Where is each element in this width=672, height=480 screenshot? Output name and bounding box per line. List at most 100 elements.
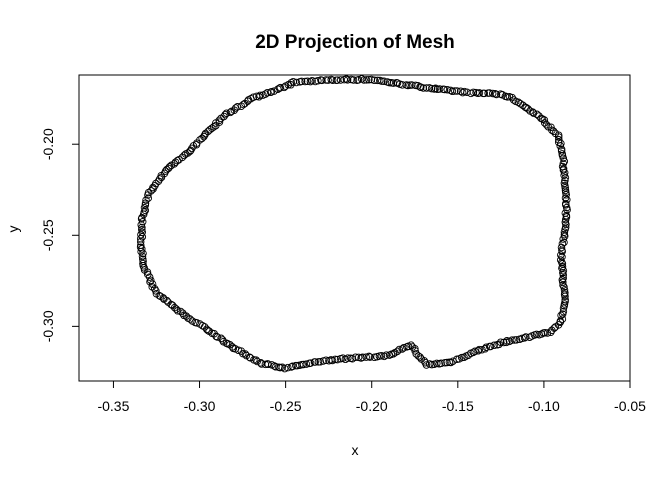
data-point xyxy=(453,355,461,364)
data-point xyxy=(295,361,304,369)
data-point xyxy=(480,89,489,98)
data-point xyxy=(324,76,332,84)
data-points xyxy=(136,75,571,373)
data-point xyxy=(287,78,296,87)
x-tick-label: -0.10 xyxy=(528,398,560,414)
x-tick-label: -0.15 xyxy=(442,398,474,414)
data-point xyxy=(408,343,417,351)
data-point xyxy=(336,354,345,363)
data-point xyxy=(155,175,164,183)
data-point xyxy=(469,88,478,97)
data-point xyxy=(538,115,547,123)
data-point xyxy=(471,347,479,356)
data-point xyxy=(549,127,558,135)
y-tick-label: -0.25 xyxy=(40,219,56,251)
data-point xyxy=(138,252,147,261)
data-point xyxy=(559,235,567,243)
data-point xyxy=(422,84,431,92)
data-point xyxy=(510,336,519,344)
data-point xyxy=(276,83,285,92)
data-point xyxy=(559,271,568,279)
data-point xyxy=(557,147,566,155)
data-point xyxy=(398,81,407,89)
chart-title: 2D Projection of Mesh xyxy=(255,32,455,53)
data-point xyxy=(380,77,388,85)
data-point xyxy=(561,215,570,224)
x-axis: -0.35 -0.30 -0.25 -0.20 -0.15 -0.10 -0.05 xyxy=(97,380,646,414)
data-point xyxy=(201,129,210,138)
data-point xyxy=(266,88,275,97)
data-point xyxy=(354,76,363,84)
data-point xyxy=(419,84,428,92)
data-point xyxy=(543,329,552,337)
data-point xyxy=(542,120,551,129)
x-tick-label: -0.20 xyxy=(356,398,388,414)
y-axis-label: y xyxy=(5,226,21,233)
data-point xyxy=(231,104,240,112)
data-point xyxy=(180,151,188,160)
data-point xyxy=(491,90,499,98)
data-point xyxy=(411,347,419,355)
data-point xyxy=(366,353,374,361)
data-point xyxy=(256,91,264,100)
data-point xyxy=(478,345,486,354)
data-point xyxy=(435,360,443,368)
data-point xyxy=(561,184,569,192)
data-point xyxy=(554,131,563,139)
data-point xyxy=(208,124,216,132)
data-point xyxy=(301,77,309,86)
data-point xyxy=(561,292,569,301)
data-point xyxy=(398,345,406,353)
data-point xyxy=(176,307,185,316)
data-point xyxy=(558,310,567,318)
data-point xyxy=(493,341,501,349)
data-point xyxy=(305,359,314,368)
data-point xyxy=(539,329,548,337)
data-point xyxy=(529,108,537,116)
data-point xyxy=(292,361,300,370)
data-point xyxy=(217,334,225,343)
data-point xyxy=(370,76,379,85)
data-point xyxy=(430,360,439,368)
data-point xyxy=(400,343,408,352)
data-point xyxy=(443,85,452,94)
data-point xyxy=(482,343,491,351)
data-point xyxy=(314,76,322,85)
data-point xyxy=(172,305,181,313)
data-point xyxy=(139,259,147,268)
x-tick-label: -0.05 xyxy=(614,398,646,414)
data-point xyxy=(481,345,489,353)
data-point xyxy=(328,76,337,84)
y-tick-label: -0.20 xyxy=(40,128,56,160)
data-point xyxy=(319,357,328,365)
data-point xyxy=(288,362,297,371)
data-point xyxy=(421,358,430,367)
data-point xyxy=(226,108,235,117)
x-tick-label: -0.30 xyxy=(184,398,216,414)
data-point xyxy=(215,116,223,125)
data-point xyxy=(563,196,571,204)
data-point xyxy=(210,123,218,131)
data-point xyxy=(488,89,497,98)
data-point xyxy=(378,77,386,85)
data-point xyxy=(435,85,444,93)
data-point xyxy=(485,342,494,351)
data-point xyxy=(362,353,370,361)
data-point xyxy=(306,77,315,86)
data-point xyxy=(152,179,160,188)
data-point xyxy=(362,76,371,84)
data-point xyxy=(370,353,379,362)
data-point xyxy=(184,149,192,157)
data-point xyxy=(150,285,159,293)
data-point xyxy=(500,338,508,347)
data-point xyxy=(492,90,501,99)
data-point xyxy=(303,77,312,85)
data-point xyxy=(453,87,461,95)
data-point xyxy=(261,360,270,369)
data-point xyxy=(525,333,534,341)
data-point xyxy=(502,338,511,347)
data-point xyxy=(346,354,355,362)
data-point xyxy=(561,176,569,185)
data-point xyxy=(310,358,319,366)
